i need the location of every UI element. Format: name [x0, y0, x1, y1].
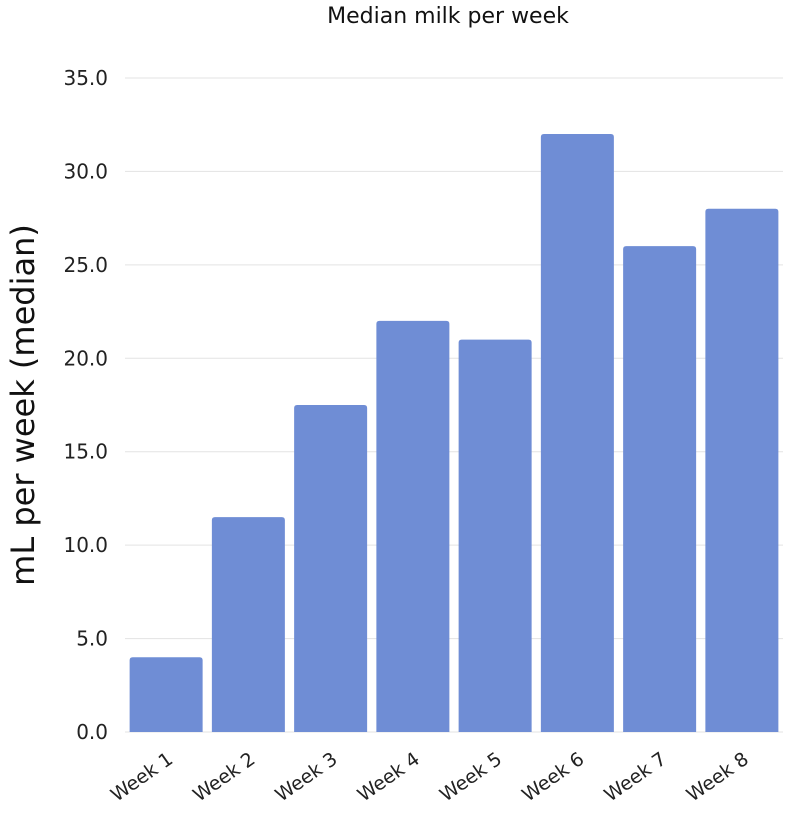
bar — [129, 657, 203, 732]
x-tick-label: Week 4 — [354, 748, 424, 806]
chart-title: Median milk per week — [327, 4, 569, 29]
x-tick-label: Week 5 — [436, 748, 506, 806]
y-tick-label: 5.0 — [76, 627, 108, 651]
x-tick-label: Week 8 — [683, 748, 753, 806]
x-tick-label: Week 6 — [518, 748, 588, 806]
x-tick-label: Week 3 — [271, 748, 341, 806]
y-tick-label: 20.0 — [63, 346, 108, 370]
x-axis-ticks: Week 1 Week 2 Week 3 Week 4 Week 5 Week 6 Week… — [107, 748, 753, 806]
y-tick-label: 10.0 — [63, 533, 108, 557]
y-tick-label: 35.0 — [63, 66, 108, 90]
bar — [211, 517, 285, 732]
y-tick-label: 25.0 — [63, 253, 108, 277]
bar — [376, 320, 450, 732]
bar — [540, 134, 614, 733]
y-tick-label: 15.0 — [63, 440, 108, 464]
y-tick-label: 30.0 — [63, 159, 108, 183]
bar — [294, 405, 368, 732]
y-axis-ticks: 0.0 5.0 10.0 15.0 20.0 25.0 30.0 35.0 — [63, 66, 108, 744]
bar — [458, 339, 532, 732]
y-axis-title: mL per week (median) — [4, 224, 42, 586]
bar — [623, 246, 697, 732]
x-tick-label: Week 1 — [107, 748, 177, 806]
x-tick-label: Week 2 — [189, 748, 259, 806]
x-tick-label: Week 7 — [600, 748, 670, 806]
bar — [705, 208, 779, 733]
bars — [129, 134, 779, 733]
y-tick-label: 0.0 — [76, 720, 108, 744]
